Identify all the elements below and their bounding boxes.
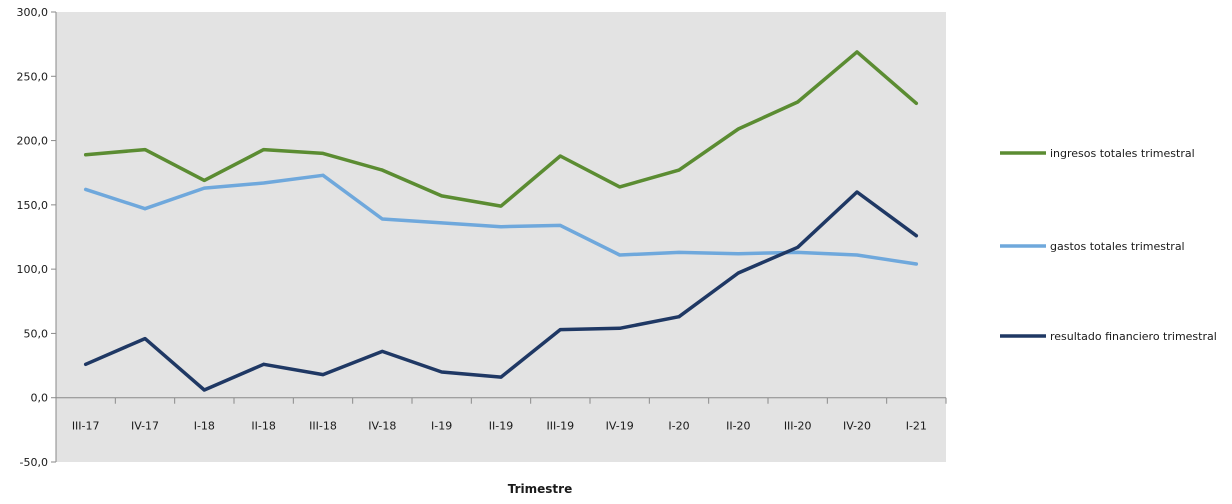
data-point [677, 250, 681, 254]
data-point [796, 100, 800, 104]
data-point [84, 153, 88, 157]
y-tick-label: 100,0 [17, 263, 49, 276]
data-point [618, 253, 622, 257]
data-point [855, 253, 859, 257]
x-tick-label: II-18 [251, 420, 275, 433]
data-point [618, 326, 622, 330]
data-point [440, 221, 444, 225]
data-point [380, 217, 384, 221]
x-tick-label: I-21 [906, 420, 927, 433]
y-tick-label: 200,0 [17, 135, 49, 148]
data-point [262, 181, 266, 185]
data-point [262, 362, 266, 366]
x-tick-label: I-18 [194, 420, 215, 433]
data-point [855, 190, 859, 194]
x-tick-label: II-19 [489, 420, 513, 433]
legend-label: gastos totales trimestral [1050, 240, 1185, 253]
data-point [440, 370, 444, 374]
data-point [321, 373, 325, 377]
data-point [380, 349, 384, 353]
x-tick-label: III-20 [784, 420, 812, 433]
x-tick-label: IV-20 [843, 420, 871, 433]
data-point [558, 154, 562, 158]
data-point [736, 252, 740, 256]
data-point [84, 362, 88, 366]
y-tick-label: 150,0 [17, 199, 49, 212]
data-point [499, 204, 503, 208]
data-point [796, 250, 800, 254]
data-point [202, 186, 206, 190]
x-tick-label: IV-17 [131, 420, 159, 433]
data-point [202, 388, 206, 392]
data-point [380, 168, 384, 172]
data-point [796, 245, 800, 249]
x-axis-title: Trimestre [508, 482, 572, 496]
legend-label: resultado financiero trimestral [1050, 330, 1217, 343]
plot-area [56, 12, 946, 462]
y-tick-label: 300,0 [17, 6, 49, 19]
data-point [736, 271, 740, 275]
x-tick-label: IV-18 [368, 420, 396, 433]
data-point [202, 178, 206, 182]
data-point [677, 315, 681, 319]
data-point [499, 375, 503, 379]
data-point [321, 173, 325, 177]
data-point [558, 328, 562, 332]
y-tick-label: 250,0 [17, 70, 49, 83]
data-point [855, 50, 859, 54]
x-tick-label: I-19 [431, 420, 452, 433]
data-point [440, 194, 444, 198]
data-point [84, 187, 88, 191]
data-point [914, 101, 918, 105]
data-point [499, 225, 503, 229]
legend-label: ingresos totales trimestral [1050, 147, 1195, 160]
data-point [143, 207, 147, 211]
y-tick-label: -50,0 [20, 456, 48, 469]
data-point [736, 127, 740, 131]
data-point [914, 262, 918, 266]
y-tick-label: 0,0 [31, 392, 49, 405]
x-tick-label: III-17 [72, 420, 100, 433]
data-point [558, 223, 562, 227]
data-point [143, 148, 147, 152]
data-point [262, 148, 266, 152]
data-point [143, 337, 147, 341]
y-tick-label: 50,0 [24, 327, 49, 340]
x-tick-label: I-20 [668, 420, 689, 433]
x-tick-label: II-20 [726, 420, 750, 433]
x-tick-label: IV-19 [606, 420, 634, 433]
data-point [914, 234, 918, 238]
data-point [677, 168, 681, 172]
x-tick-label: III-18 [309, 420, 337, 433]
data-point [321, 151, 325, 155]
x-tick-label: III-19 [546, 420, 574, 433]
data-point [618, 185, 622, 189]
